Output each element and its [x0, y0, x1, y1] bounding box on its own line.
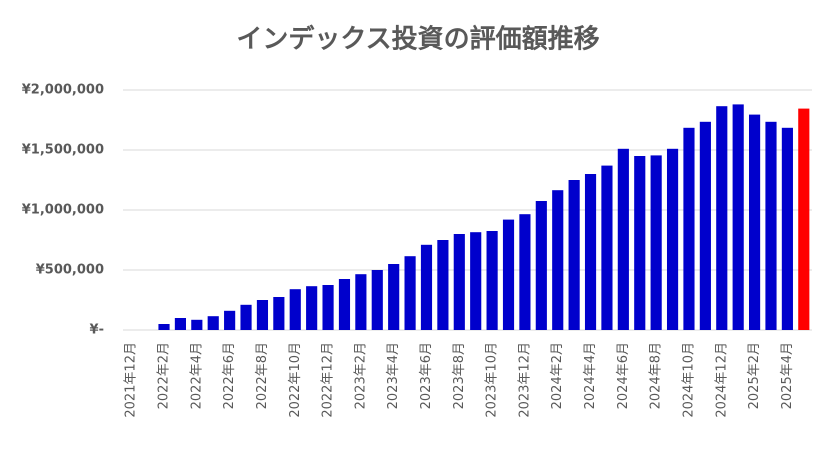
bar [470, 232, 482, 330]
bar [486, 231, 498, 330]
bar [371, 270, 383, 330]
y-tick-label: ¥1,000,000 [22, 203, 104, 218]
bar [388, 264, 400, 330]
bar [256, 300, 269, 330]
bar [158, 324, 170, 330]
x-tick-label: 2022年10月 [288, 342, 303, 418]
bar [650, 155, 662, 330]
x-tick-label: 2022年2月 [157, 342, 172, 409]
bar [683, 127, 695, 330]
x-tick-label: 2025年4月 [780, 342, 795, 409]
bar [666, 148, 679, 330]
bar [224, 310, 236, 330]
x-tick-label: 2022年6月 [222, 342, 237, 409]
bar [584, 174, 597, 330]
bar [273, 297, 285, 330]
chart-title: インデックス投資の評価額推移 [236, 24, 599, 55]
bar [191, 319, 203, 330]
bar [174, 318, 186, 330]
y-tick-label: ¥2,000,000 [22, 83, 104, 98]
x-tick-label: 2023年10月 [485, 342, 500, 418]
bar [716, 106, 728, 330]
x-tick-label: 2022年12月 [321, 342, 336, 418]
bar [568, 180, 580, 330]
bar [552, 190, 564, 330]
x-tick-label: 2024年2月 [550, 342, 565, 409]
x-tick-label: 2024年8月 [649, 342, 664, 409]
x-tick-label: 2025年2月 [747, 342, 762, 409]
bar [322, 285, 334, 330]
bar [519, 214, 531, 330]
x-tick-label: 2024年4月 [583, 342, 598, 409]
x-tick-label: 2024年6月 [616, 342, 631, 409]
bar [617, 148, 629, 330]
bar [289, 289, 301, 330]
y-tick-label: ¥- [90, 323, 104, 338]
bar [749, 114, 761, 330]
bar [699, 121, 711, 330]
x-tick-label: 2023年12月 [517, 342, 532, 418]
bar [355, 274, 367, 330]
bar [601, 165, 613, 330]
bar [420, 244, 433, 330]
x-tick-label: 2024年10月 [681, 342, 696, 418]
bar [453, 234, 465, 330]
x-tick-label: 2023年8月 [452, 342, 467, 409]
x-tick-label: 2023年4月 [386, 342, 401, 409]
x-tick-label: 2023年2月 [353, 342, 368, 409]
bar [634, 156, 646, 330]
bar [798, 108, 810, 330]
bar [732, 104, 744, 331]
bar [765, 121, 777, 330]
x-tick-label: 2024年12月 [714, 342, 729, 418]
bar [404, 256, 416, 330]
x-tick-label: 2022年4月 [189, 342, 204, 409]
x-tick-label: 2023年6月 [419, 342, 434, 409]
bar [535, 201, 547, 330]
bar [781, 127, 793, 330]
y-tick-label: ¥500,000 [36, 263, 104, 278]
x-tick-label: 2021年12月 [124, 342, 139, 418]
bar [437, 240, 449, 330]
bar [240, 304, 252, 330]
bar [207, 316, 219, 330]
bar [306, 286, 318, 330]
bar [338, 279, 351, 330]
bar [502, 219, 515, 330]
y-tick-label: ¥1,500,000 [22, 143, 104, 158]
x-tick-label: 2022年8月 [255, 342, 270, 409]
